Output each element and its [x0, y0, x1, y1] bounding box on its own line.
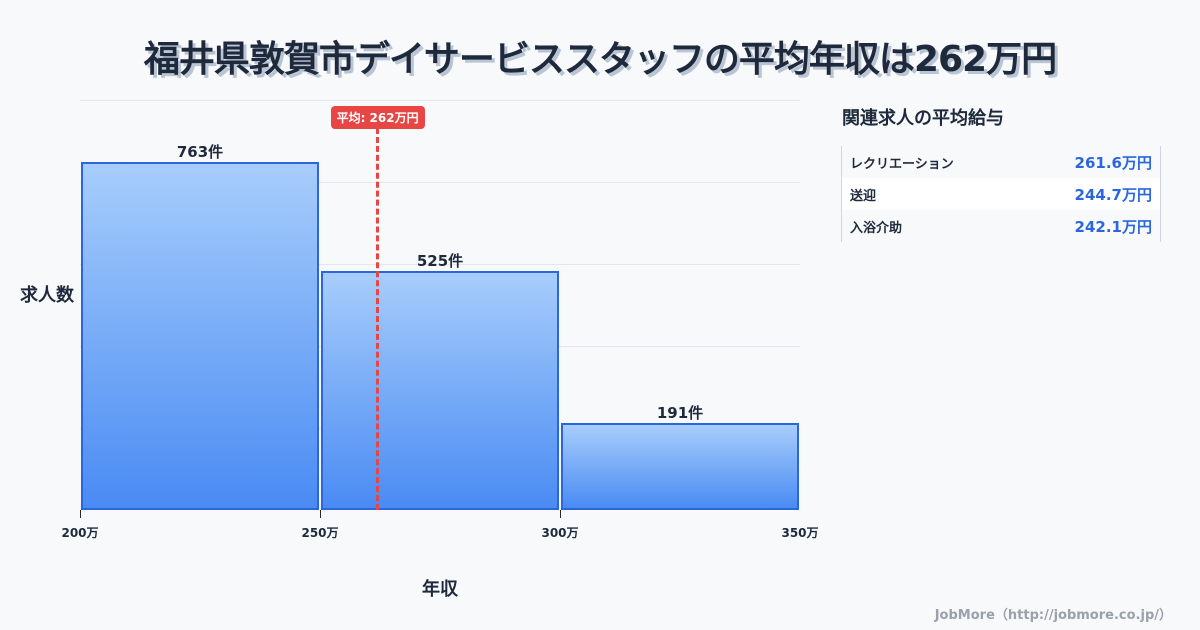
histogram-bar: [561, 423, 799, 510]
job-name: 送迎: [850, 188, 877, 204]
table-row: 入浴介助 242.1万円: [842, 210, 1160, 242]
gridline: [80, 264, 800, 265]
chart-title: 福井県敦賀市デイサービススタッフの平均年収は262万円: [143, 39, 1057, 80]
bar-value-label: 525件: [416, 251, 464, 270]
x-axis-label: 年収: [422, 579, 458, 600]
x-tick-label: 350万: [781, 526, 819, 540]
job-name: 入浴介助: [850, 220, 903, 236]
job-salary: 261.6万円: [1074, 153, 1152, 172]
job-salary: 244.7万円: [1074, 185, 1152, 204]
histogram-bar: [81, 162, 319, 510]
x-tick: [560, 510, 561, 518]
gridline: [80, 182, 800, 183]
x-tick-label: 300万: [541, 526, 579, 540]
y-axis-label: 求人数: [20, 285, 74, 306]
gridline: [80, 100, 800, 101]
average-badge: 平均: 262万円: [330, 106, 425, 129]
average-line: [376, 128, 380, 510]
footer-credit: JobMore（http://jobmore.co.jp/）: [934, 608, 1172, 623]
table-row: 送迎 244.7万円: [842, 178, 1160, 210]
bar-value-label: 763件: [176, 143, 224, 162]
related-salary-title: 関連求人の平均給与: [842, 108, 1004, 129]
x-tick: [80, 510, 81, 518]
x-tick-label: 250万: [301, 526, 339, 540]
job-salary: 242.1万円: [1074, 217, 1152, 236]
bar-value-label: 191件: [656, 403, 704, 422]
x-tick: [320, 510, 321, 518]
plot-area: [80, 100, 800, 510]
x-tick-label: 200万: [61, 526, 99, 540]
histogram-bar: [321, 270, 559, 510]
related-salary-table: レクリエーション 261.6万円 送迎 244.7万円 入浴介助 242.1万円: [841, 146, 1161, 242]
table-row: レクリエーション 261.6万円: [842, 146, 1160, 178]
job-name: レクリエーション: [850, 156, 954, 172]
